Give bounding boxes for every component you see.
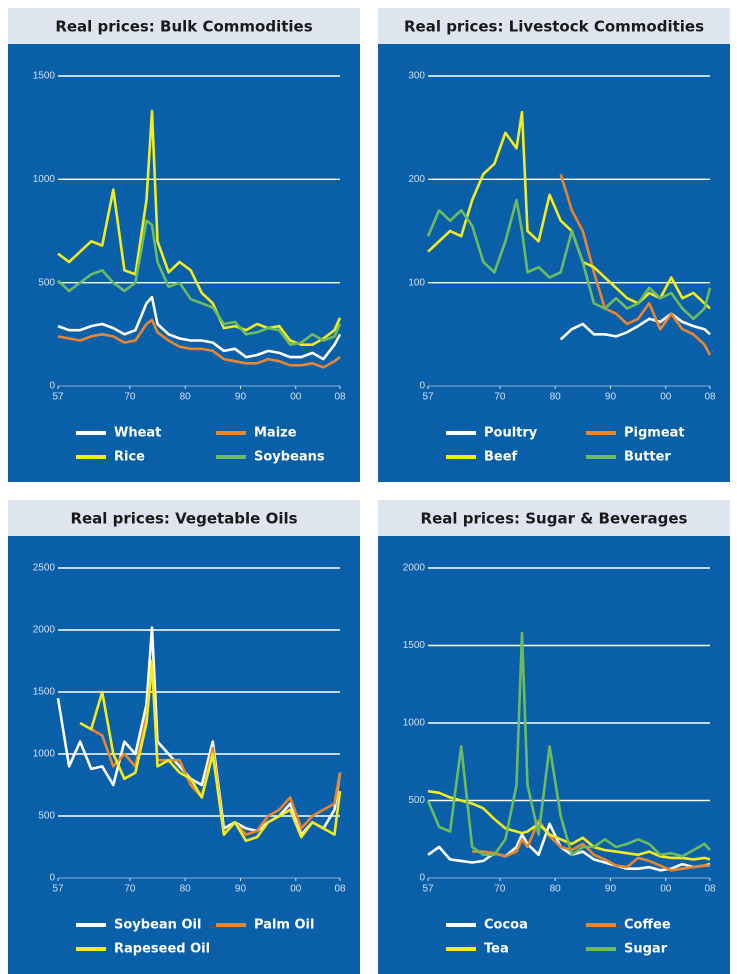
chart-panel: Real prices: Vegetable Oils 0 500 1000 1500 2… [8,500,360,974]
x-tick-label: 57 [52,884,64,895]
x-tick-label: 57 [422,392,434,403]
y-tick-label: 2000 [33,625,56,636]
y-tick-label: 300 [408,71,425,82]
series-line [57,318,341,369]
chart-title: Real prices: Livestock Commodities [404,18,704,36]
legend-label: Soybeans [254,450,325,465]
legend-label: Sugar [624,942,668,957]
y-tick-label: 2500 [33,563,56,574]
x-tick-label: 00 [660,392,672,403]
x-tick-label: 80 [180,392,192,403]
chart-panel: Real prices: Livestock Commodities 0 100 20… [378,8,730,482]
legend-label: Cocoa [484,918,528,933]
x-tick-label: 70 [494,884,506,895]
series-line [427,110,711,310]
y-tick-label: 2000 [403,563,426,574]
y-tick-label: 200 [408,174,425,185]
y-tick-label: 0 [419,873,425,884]
panel-background [8,500,360,974]
x-tick-label: 70 [494,392,506,403]
x-tick-label: 70 [124,884,136,895]
x-tick-label: 00 [290,884,302,895]
legend-label: Beef [484,450,518,465]
series-line [56,626,342,836]
title-bar [8,8,360,44]
y-tick-label: 1500 [33,71,56,82]
legend-label: Butter [624,450,671,465]
x-tick-label: 90 [605,392,617,403]
title-bar [8,500,360,536]
x-tick-label: 80 [550,392,562,403]
y-tick-label: 1500 [33,687,56,698]
y-tick-label: 1500 [403,640,426,651]
series-line [57,295,342,361]
legend-label: Soybean Oil [114,918,201,933]
series-line [427,789,711,861]
series-line [79,659,342,843]
chart-panel: Real prices: Bulk Commodities 0 500 1000 150… [8,8,360,482]
series-line [559,173,712,356]
legend-label: Wheat [114,426,161,441]
chart-title: Real prices: Bulk Commodities [55,18,312,36]
x-tick-label: 08 [704,392,716,403]
y-tick-label: 1000 [33,749,56,760]
x-tick-label: 08 [334,392,346,403]
x-tick-label: 57 [422,884,434,895]
legend-label: Maize [254,426,297,441]
y-tick-label: 1000 [33,174,56,185]
chart-title: Real prices: Sugar & Beverages [421,510,688,528]
series-line [427,822,711,872]
x-tick-label: 57 [52,392,64,403]
x-tick-label: 80 [550,884,562,895]
legend-label: Pigmeat [624,426,685,441]
title-bar [378,500,730,536]
y-tick-label: 500 [408,795,425,806]
panel-background [378,8,730,482]
chart-title: Real prices: Vegetable Oils [70,510,297,528]
y-tick-label: 0 [49,381,55,392]
x-tick-label: 00 [660,884,672,895]
y-tick-label: 1000 [403,718,426,729]
x-tick-label: 90 [235,392,247,403]
title-bar [378,8,730,44]
x-tick-label: 90 [605,884,617,895]
series-line [472,819,710,872]
y-tick-label: 0 [49,873,55,884]
y-tick-label: 500 [38,277,55,288]
legend-label: Coffee [624,918,671,933]
legend-label: Rice [114,450,145,465]
series-line [426,631,711,858]
series-line [57,219,342,346]
panel-background [8,8,360,482]
y-tick-label: 500 [38,811,55,822]
legend-label: Rapeseed Oil [114,942,210,957]
legend-label: Tea [484,942,509,957]
panel-background [378,500,730,974]
x-tick-label: 08 [704,884,716,895]
series-line [90,665,342,836]
x-tick-label: 00 [290,392,302,403]
x-tick-label: 70 [124,392,136,403]
legend-label: Palm Oil [254,918,314,933]
x-tick-label: 90 [235,884,247,895]
series-line [559,312,711,341]
series-line [426,198,712,321]
chart-panel: Real prices: Sugar & Beverages 0 500 1000 15… [378,500,730,974]
y-tick-label: 100 [408,277,425,288]
legend-label: Poultry [484,426,538,441]
y-tick-label: 0 [419,381,425,392]
x-tick-label: 80 [180,884,192,895]
x-tick-label: 08 [334,884,346,895]
